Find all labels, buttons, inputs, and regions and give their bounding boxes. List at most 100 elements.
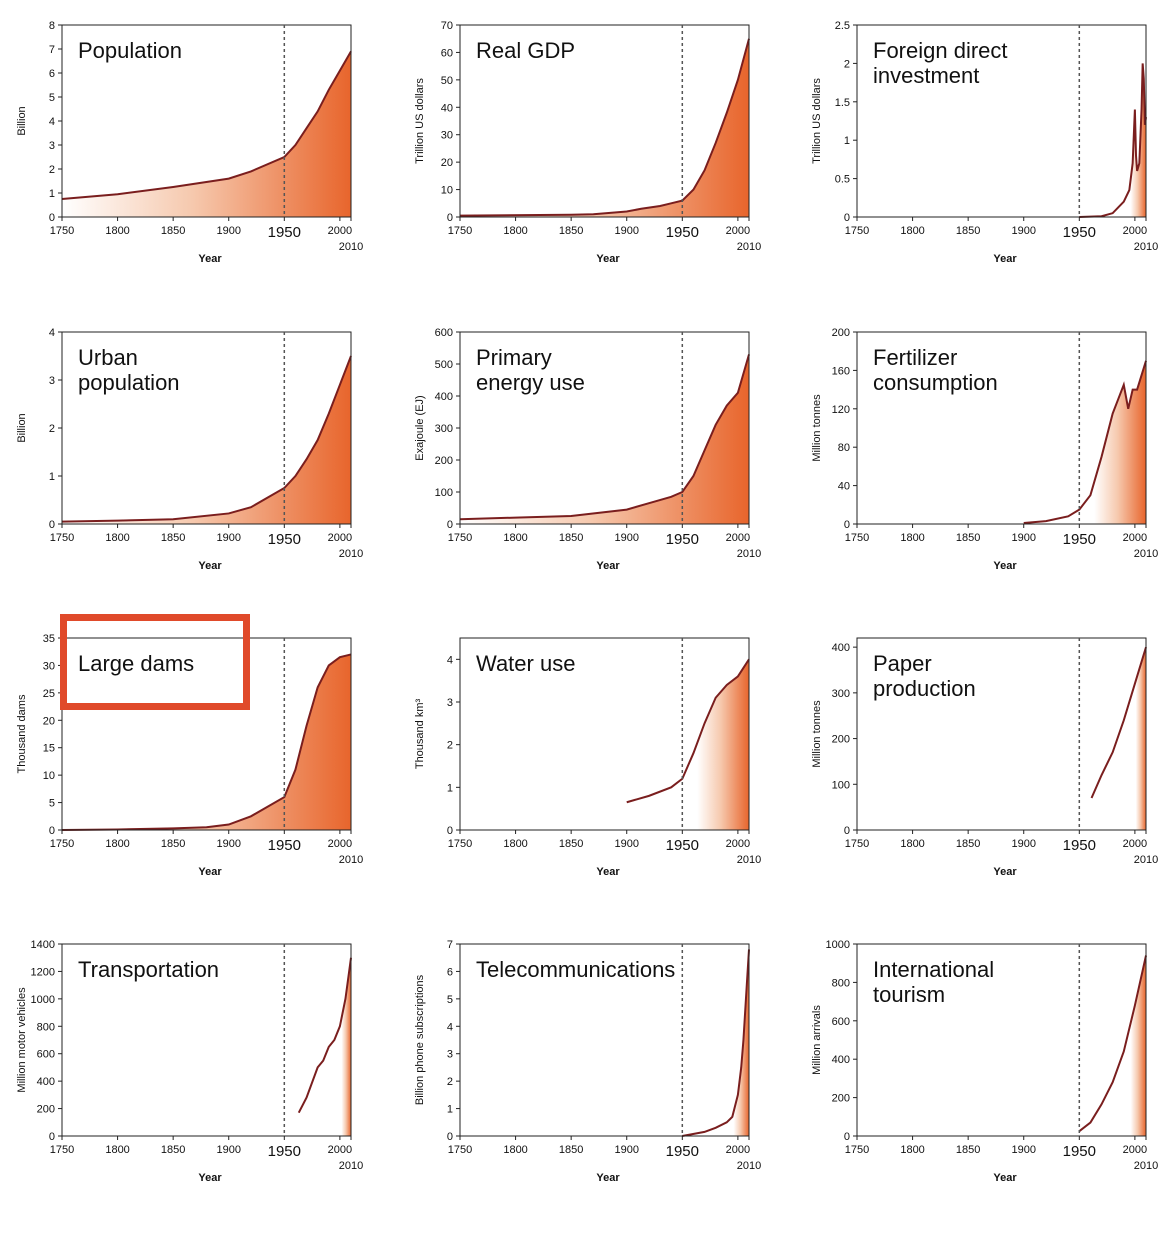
y-tick-label: 0 — [447, 212, 453, 224]
plot-frame — [61, 637, 352, 831]
y-axis-title: Million tonnes — [811, 394, 823, 462]
y-tick-label: 50 — [441, 75, 453, 87]
y-tick-label: 200 — [832, 327, 850, 339]
chart-title: Fertilizer — [873, 345, 957, 370]
x-axis-title: Year — [993, 560, 1017, 572]
y-axis-title: Exajoule (EJ) — [414, 395, 426, 460]
x-tick-label: 1950 — [268, 224, 301, 241]
y-axis-title: Billion — [16, 106, 28, 135]
y-tick-label: 300 — [832, 688, 850, 700]
chart-svg: 0 5 10 15 20 25 30 35 1750 1800 1850 1900 1950 2000 20… — [16, 633, 363, 878]
x-tick-label: 1850 — [559, 838, 583, 850]
x-axis-title: Year — [596, 866, 620, 878]
x-tick-label: 1800 — [105, 532, 129, 544]
x-tick-label: 1750 — [50, 838, 74, 850]
series-line — [459, 38, 750, 217]
y-tick-label: 20 — [43, 715, 55, 727]
x-tick-label: 2010 — [1134, 548, 1158, 560]
y-axis-title: Thousand dams — [16, 694, 28, 773]
y-tick-label: 5 — [49, 92, 55, 104]
y-tick-label: 35 — [43, 633, 55, 645]
series-area — [1079, 63, 1146, 218]
chart-title: energy use — [476, 370, 585, 395]
x-tick-label: 1750 — [448, 1144, 472, 1156]
y-axis-title: Million arrivals — [811, 1005, 823, 1075]
y-tick-label: 10 — [441, 185, 453, 197]
x-tick-label: 1900 — [614, 1144, 638, 1156]
y-axis-title: Million motor vehicles — [16, 987, 28, 1093]
chart-title: production — [873, 676, 976, 701]
y-tick-label: 0 — [49, 825, 55, 837]
y-tick-label: 2 — [447, 740, 453, 752]
y-tick-label: 6 — [447, 966, 453, 978]
series-line — [297, 957, 352, 1114]
chart-panel: 0 1 2 3 4 1750 1800 1850 1900 1950 2000 2010 Year Bil… — [0, 322, 392, 628]
y-tick-label: 600 — [832, 1016, 850, 1028]
y-axis-title: Billion — [16, 413, 28, 442]
x-tick-label: 1750 — [845, 532, 869, 544]
y-tick-label: 15 — [43, 743, 55, 755]
x-tick-label: 2000 — [328, 532, 352, 544]
x-axis-title: Year — [993, 1172, 1017, 1184]
series-area — [626, 659, 749, 830]
x-tick-label: 1850 — [559, 532, 583, 544]
x-tick-label: 2000 — [1123, 532, 1147, 544]
x-tick-label: 1800 — [900, 225, 924, 237]
y-tick-label: 400 — [37, 1076, 55, 1088]
x-tick-label: 1800 — [900, 838, 924, 850]
x-tick-label: 2010 — [1134, 1160, 1158, 1172]
x-axis-title: Year — [198, 560, 222, 572]
x-tick-label: 1850 — [956, 225, 980, 237]
x-axis-title: Year — [198, 866, 222, 878]
series-line — [682, 949, 750, 1137]
x-axis-title: Year — [198, 1172, 222, 1184]
y-tick-label: 8 — [49, 20, 55, 32]
x-tick-label: 1750 — [50, 225, 74, 237]
plot-frame — [856, 331, 1147, 525]
y-tick-label: 20 — [441, 157, 453, 169]
x-axis-title: Year — [596, 253, 620, 265]
chart-title: Primary — [476, 345, 552, 370]
x-tick-label: 1900 — [1011, 1144, 1035, 1156]
series-area — [460, 38, 749, 217]
x-tick-label: 1800 — [105, 838, 129, 850]
x-tick-label: 1950 — [268, 1143, 301, 1160]
chart-panel: 0 200 400 600 800 1000 1750 1800 1850 1900 1950 200… — [795, 934, 1175, 1240]
y-tick-label: 1 — [844, 135, 850, 147]
y-tick-label: 200 — [832, 734, 850, 746]
y-tick-label: 3 — [49, 375, 55, 387]
plot-frame — [459, 24, 750, 218]
chart-title: Large dams — [78, 651, 194, 676]
x-tick-label: 2000 — [726, 532, 750, 544]
y-tick-label: 3 — [447, 1049, 453, 1061]
x-tick-label: 1850 — [956, 838, 980, 850]
chart-svg: 0 100 200 300 400 500 600 1750 1800 1850 1900 1950 2… — [414, 327, 761, 572]
y-tick-label: 1200 — [31, 966, 55, 978]
x-tick-label: 1900 — [216, 225, 240, 237]
x-tick-label: 1950 — [666, 224, 699, 241]
x-tick-label: 2000 — [328, 1144, 352, 1156]
y-tick-label: 0 — [844, 825, 850, 837]
x-tick-label: 2010 — [737, 241, 761, 253]
chart-svg: 0 1 2 3 4 5 6 7 1750 1800 1850 1900 1950 2000 2010 Year… — [414, 939, 761, 1184]
x-tick-label: 2010 — [1134, 241, 1158, 253]
chart-title: Foreign direct — [873, 38, 1008, 63]
x-tick-label: 1900 — [614, 838, 638, 850]
x-axis-title: Year — [993, 253, 1017, 265]
x-tick-label: 1850 — [161, 1144, 185, 1156]
y-tick-label: 2 — [49, 423, 55, 435]
x-tick-label: 1850 — [161, 532, 185, 544]
y-tick-label: 400 — [832, 1054, 850, 1066]
y-tick-label: 500 — [435, 359, 453, 371]
x-tick-label: 1900 — [614, 225, 638, 237]
y-axis-title: Trillion US dollars — [414, 78, 426, 164]
x-tick-label: 2010 — [1134, 854, 1158, 866]
x-tick-label: 2000 — [726, 1144, 750, 1156]
chart-svg: 0 10 20 30 40 50 60 70 1750 1800 1850 1900 1950 2000 2… — [414, 20, 761, 265]
x-tick-label: 1800 — [105, 225, 129, 237]
series-line — [61, 355, 352, 523]
y-tick-label: 100 — [832, 779, 850, 791]
chart-title: investment — [873, 63, 979, 88]
x-tick-label: 1750 — [845, 1144, 869, 1156]
series-area — [460, 354, 749, 524]
